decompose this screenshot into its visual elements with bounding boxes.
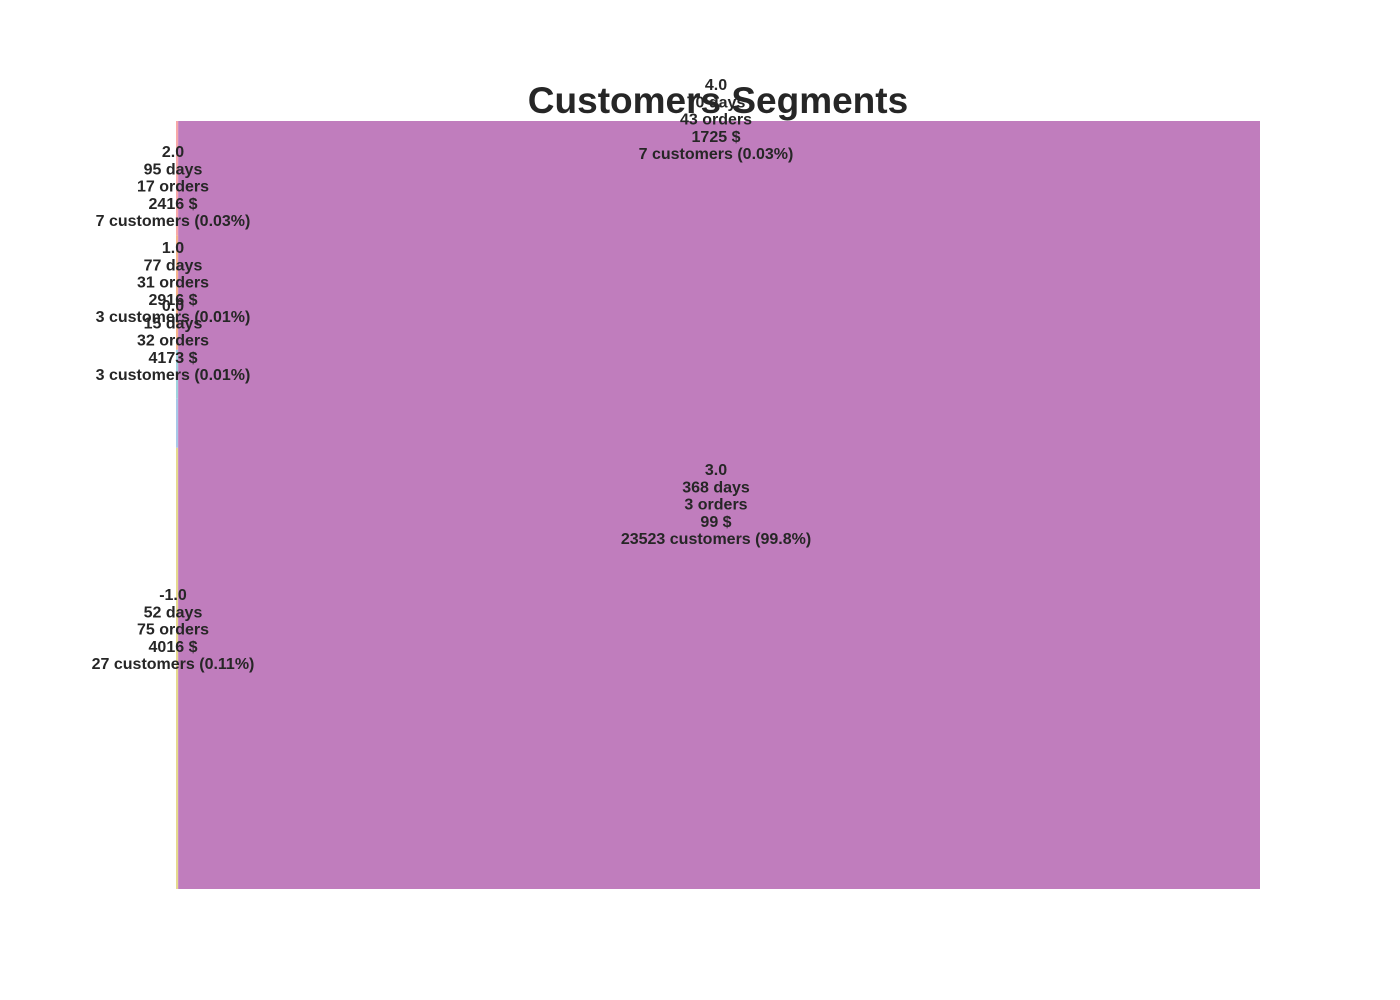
segment-orders-label: 3 orders <box>684 497 747 514</box>
segment-days-label: 15 days <box>144 315 203 332</box>
segment-days-label: 95 days <box>144 161 203 178</box>
segment-segment-label: 2.0 <box>162 144 184 161</box>
segment-segment-label: -1.0 <box>159 587 187 604</box>
segment-orders-label: 17 orders <box>137 179 209 196</box>
treemap-tile-segment-1neg-0 <box>176 349 179 399</box>
segment-amount-label: 99 $ <box>700 514 731 531</box>
segment-orders-label: 31 orders <box>137 275 209 292</box>
segment-orders-label: 75 orders <box>137 622 209 639</box>
treemap-tile-segment-4neg-0 <box>176 121 179 236</box>
segment-amount-label: 4173 $ <box>149 350 198 367</box>
treemap-tile-segment-3neg-0 <box>178 121 1260 889</box>
segment-orders-label: 32 orders <box>137 333 209 350</box>
treemap-tiles <box>176 121 1260 889</box>
segment-days-label: 368 days <box>682 479 750 496</box>
segment-segment-label: 3.0 <box>705 462 727 479</box>
chart-title: Customers Segments <box>528 80 908 121</box>
segment-days-label: 52 days <box>144 604 203 621</box>
treemap-tile-segment-2neg-0 <box>176 235 179 350</box>
segment-customers-label: 7 customers (0.03%) <box>639 146 794 163</box>
treemap-tile-segment-0neg-0 <box>176 398 179 448</box>
segment-customers-label: 23523 customers (99.8%) <box>621 531 811 548</box>
segment-days-label: 70 days <box>687 94 746 111</box>
segment-amount-label: 2416 $ <box>149 196 198 213</box>
segment-segment-label: 4.0 <box>705 77 727 94</box>
segment-customers-label: 7 customers (0.03%) <box>96 213 251 230</box>
treemap-tile-segment-neg-1-0 <box>176 447 179 889</box>
segment-amount-label: 2916 $ <box>149 292 198 309</box>
segment-days-label: 77 days <box>144 257 203 274</box>
segment-customers-label: 27 customers (0.11%) <box>92 656 255 673</box>
segment-amount-label: 1725 $ <box>692 129 741 146</box>
segment-customers-label: 3 customers (0.01%) <box>96 367 251 384</box>
segment-amount-label: 4016 $ <box>149 639 198 656</box>
segment-segment-label: 1.0 <box>162 240 184 257</box>
segment-customers-label: 3 customers (0.01%) <box>96 309 251 326</box>
segment-orders-label: 43 orders <box>680 112 752 129</box>
segment-segment-label: 0.0 <box>162 298 184 315</box>
